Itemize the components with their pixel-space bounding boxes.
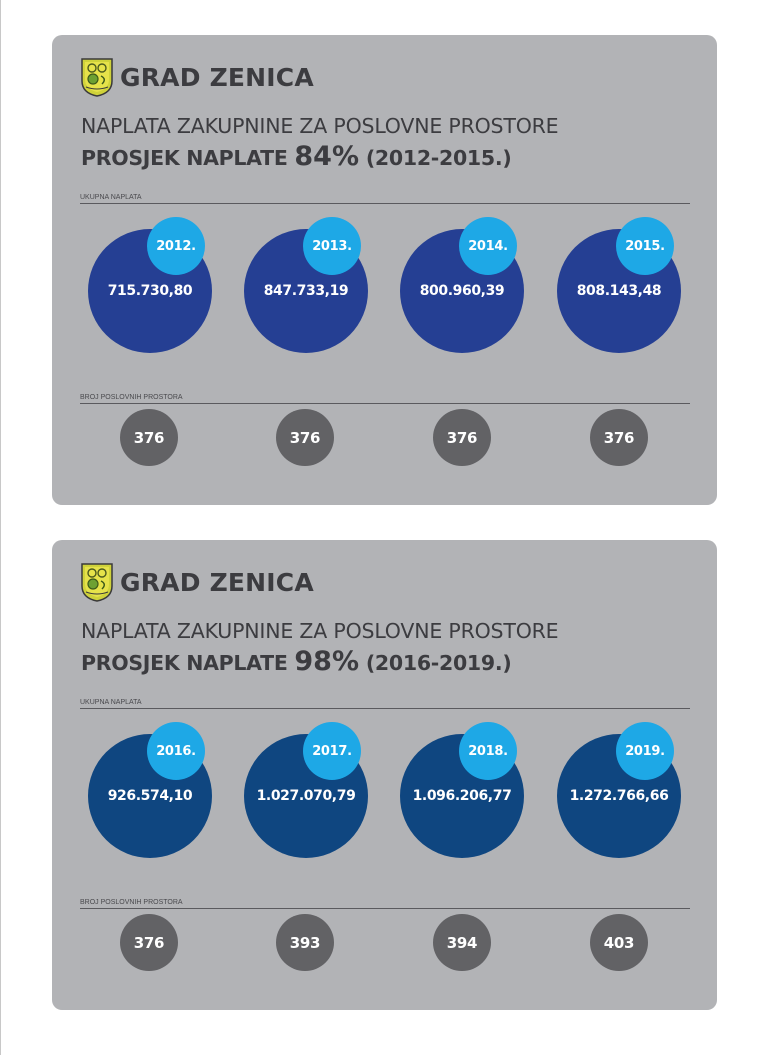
- zenica-coat-of-arms-icon: [81, 563, 113, 602]
- year-badge: 2014.: [459, 217, 517, 275]
- panel-title: NAPLATA ZAKUPNINE ZA POSLOVNE PROSTORE: [81, 114, 559, 138]
- premises-count: 394: [446, 933, 478, 952]
- year-badge: 2019.: [616, 722, 674, 780]
- total-amount: 926.574,10: [107, 788, 193, 804]
- premises-count-label: BROJ POSLOVNIH PROSTORA: [80, 394, 690, 404]
- year-badge: 2012.: [147, 217, 205, 275]
- premises-count-circle: 376: [590, 409, 648, 466]
- premises-count: 376: [446, 428, 478, 447]
- brand-header: GRAD ZENICA: [80, 562, 314, 602]
- page-edge: [0, 0, 1, 1055]
- premises-count-circle: 376: [120, 409, 178, 466]
- total-amount: 1.272.766,66: [569, 788, 669, 804]
- year-label: 2017.: [312, 743, 352, 759]
- premises-count: 393: [289, 933, 321, 952]
- brand-header: GRAD ZENICA: [80, 57, 314, 97]
- total-amount: 1.027.070,79: [256, 788, 356, 804]
- premises-count: 376: [133, 428, 165, 447]
- year-label: 2019.: [625, 743, 665, 759]
- period-range: (2012-2015.): [359, 146, 512, 170]
- zenica-coat-of-arms-icon: [81, 58, 113, 97]
- brand-name: GRAD ZENICA: [120, 567, 314, 597]
- total-amount: 715.730,80: [107, 283, 193, 299]
- year-label: 2015.: [625, 238, 665, 254]
- panel-title: NAPLATA ZAKUPNINE ZA POSLOVNE PROSTORE: [81, 619, 559, 643]
- panel-subtitle: PROSJEK NAPLATE 84% (2012-2015.): [81, 141, 512, 172]
- year-label: 2013.: [312, 238, 352, 254]
- year-badge: 2017.: [303, 722, 361, 780]
- year-badge: 2015.: [616, 217, 674, 275]
- premises-count-label: BROJ POSLOVNIH PROSTORA: [80, 899, 690, 909]
- average-percentage: 84%: [294, 141, 360, 172]
- infographic-panel-2012-2015: GRAD ZENICA NAPLATA ZAKUPNINE ZA POSLOVN…: [52, 35, 717, 505]
- total-collection-label: UKUPNA NAPLATA: [80, 699, 690, 709]
- year-label: 2012.: [156, 238, 196, 254]
- year-label: 2018.: [468, 743, 508, 759]
- year-label: 2016.: [156, 743, 196, 759]
- premises-count-circle: 393: [276, 914, 334, 971]
- subtitle-prefix: PROSJEK NAPLATE: [81, 146, 295, 170]
- total-amount: 800.960,39: [419, 283, 505, 299]
- brand-name: GRAD ZENICA: [120, 62, 314, 92]
- premises-count-circle: 403: [590, 914, 648, 971]
- premises-count: 376: [133, 933, 165, 952]
- premises-count: 376: [289, 428, 321, 447]
- year-badge: 2013.: [303, 217, 361, 275]
- total-amount: 847.733,19: [263, 283, 349, 299]
- subtitle-prefix: PROSJEK NAPLATE: [81, 651, 295, 675]
- year-badge: 2018.: [459, 722, 517, 780]
- premises-count: 376: [603, 428, 635, 447]
- premises-count-circle: 394: [433, 914, 491, 971]
- premises-count-circle: 376: [120, 914, 178, 971]
- total-amount: 808.143,48: [576, 283, 662, 299]
- total-collection-label: UKUPNA NAPLATA: [80, 194, 690, 204]
- year-badge: 2016.: [147, 722, 205, 780]
- premises-count: 403: [603, 933, 635, 952]
- period-range: (2016-2019.): [359, 651, 512, 675]
- total-amount: 1.096.206,77: [412, 788, 512, 804]
- premises-count-circle: 376: [433, 409, 491, 466]
- infographic-panel-2016-2019: GRAD ZENICA NAPLATA ZAKUPNINE ZA POSLOVN…: [52, 540, 717, 1010]
- premises-count-circle: 376: [276, 409, 334, 466]
- panel-subtitle: PROSJEK NAPLATE 98% (2016-2019.): [81, 646, 512, 677]
- average-percentage: 98%: [294, 646, 360, 677]
- year-label: 2014.: [468, 238, 508, 254]
